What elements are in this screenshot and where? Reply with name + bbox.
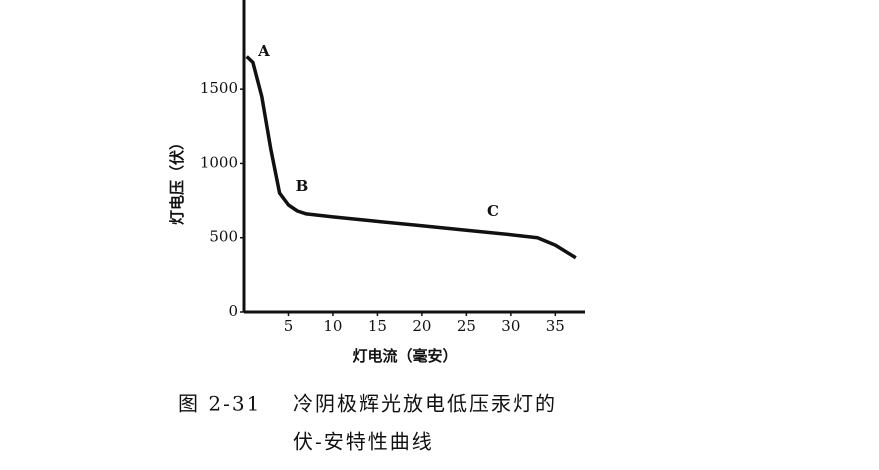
y-tick-label: 1500 [200,79,238,97]
x-axis-label: 灯电流（毫安） [352,347,457,365]
x-tick-label: 35 [546,317,565,335]
annotation: A [257,42,270,60]
y-tick-label: 500 [209,228,238,246]
x-tick-label: 5 [284,317,294,335]
annotation: B [296,177,309,195]
y-axis-label: 灯电压（伏） [168,135,186,225]
caption-line: 伏-安特性曲线 [293,430,434,454]
x-tick-label: 30 [501,317,520,335]
x-tick-label: 25 [457,317,476,335]
x-tick-label: 20 [412,317,431,335]
data-line [245,55,577,260]
y-tick-label: 1000 [200,153,238,171]
caption-line: 冷阴极辉光放电低压汞灯的 [293,392,557,416]
annotation: C [487,202,499,220]
x-tick-label: 10 [323,317,342,335]
x-tick-label: 15 [368,317,387,335]
figure-label: 图 2-31 [178,392,261,416]
y-tick-label: 0 [228,302,238,320]
